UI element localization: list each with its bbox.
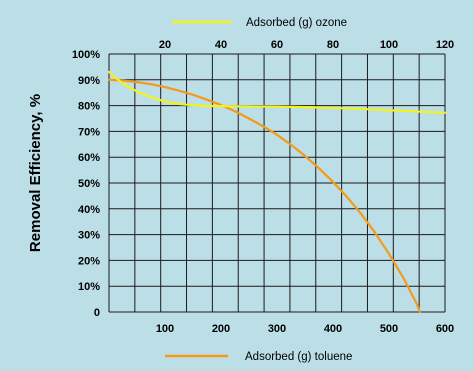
y-tick-label: 30% xyxy=(78,230,100,242)
series-line-toluene xyxy=(107,78,421,314)
tick-labels: 0 10% 20% 30% 40% 50% 60% 70% 80% 90% 100% 100 200 30… xyxy=(72,39,454,335)
y-tick-label: 50% xyxy=(78,178,100,190)
y-tick-label: 10% xyxy=(78,281,100,293)
y-tick-label: 60% xyxy=(78,152,100,164)
y-tick-label: 90% xyxy=(78,75,100,87)
legend-ozone-label: Adsorbed (g) ozone xyxy=(246,17,347,29)
y-axis-title: Removal Efficiency, % xyxy=(27,94,44,252)
x-bottom-tick-label: 100 xyxy=(156,323,174,335)
x-top-tick-label: 20 xyxy=(159,39,171,51)
y-tick-label: 70% xyxy=(78,126,100,138)
x-bottom-tick-label: 300 xyxy=(268,323,286,335)
x-top-tick-label: 80 xyxy=(327,39,339,51)
x-bottom-tick-label: 600 xyxy=(436,323,454,335)
x-top-tick-label: 40 xyxy=(215,39,227,51)
series-layer xyxy=(107,70,447,314)
x-bottom-tick-label: 200 xyxy=(212,323,230,335)
y-tick-label: 0 xyxy=(94,307,100,319)
y-tick-label: 100% xyxy=(72,49,100,61)
x-bottom-tick-label: 500 xyxy=(380,323,398,335)
x-bottom-tick-label: 400 xyxy=(324,323,342,335)
y-tick-label: 80% xyxy=(78,101,100,113)
legend-toluene-label: Adsorbed (g) toluene xyxy=(245,351,352,363)
x-top-tick-label: 120 xyxy=(436,39,454,51)
x-top-tick-label: 100 xyxy=(380,39,398,51)
x-top-tick-label: 60 xyxy=(271,39,283,51)
y-tick-label: 40% xyxy=(78,204,100,216)
series-line-ozone xyxy=(107,70,447,114)
grid xyxy=(108,53,446,313)
y-tick-label: 20% xyxy=(78,255,100,267)
